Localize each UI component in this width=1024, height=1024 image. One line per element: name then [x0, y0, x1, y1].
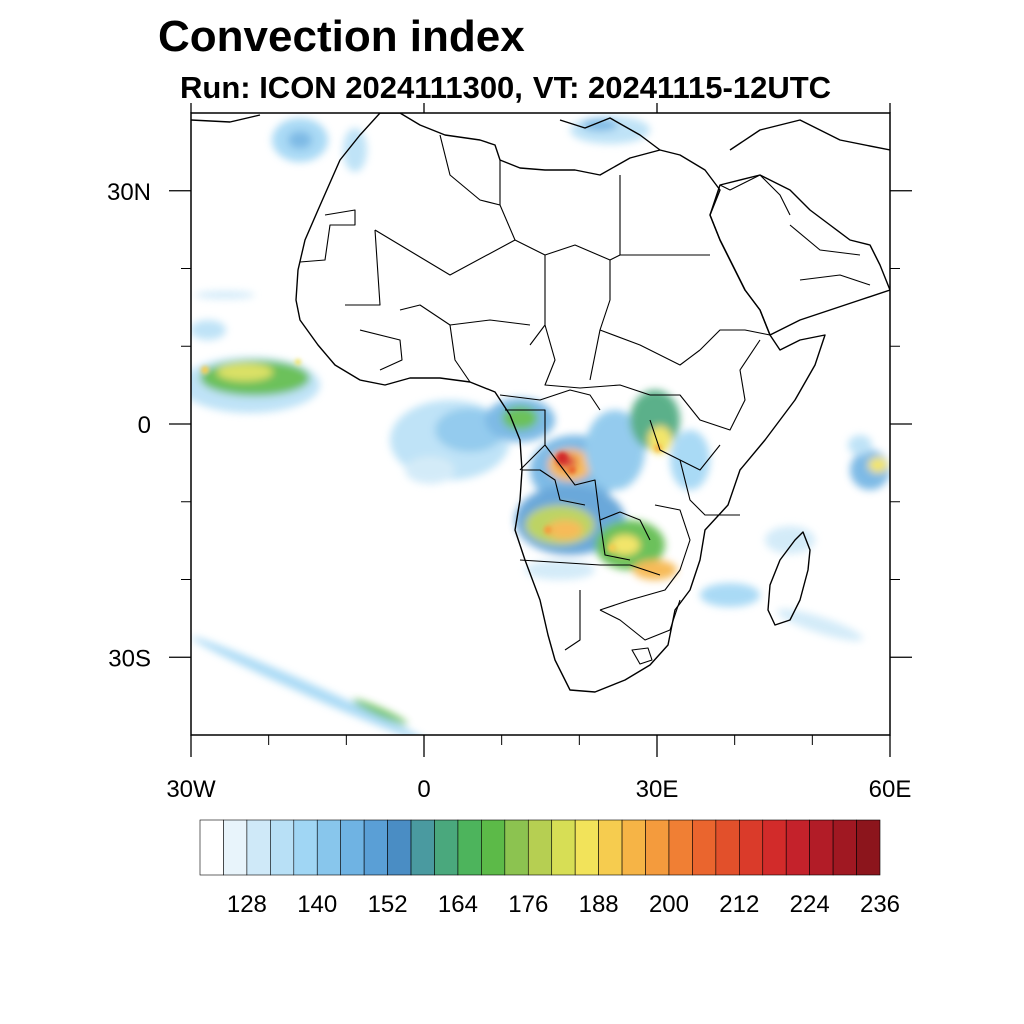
colorbar-swatch — [270, 819, 295, 876]
map-title: Convection index — [158, 12, 525, 61]
colorbar-label: 176 — [508, 891, 548, 918]
colorbar-swatch — [645, 819, 670, 876]
colorbar-swatch — [551, 819, 576, 876]
colorbar-label: 200 — [649, 891, 689, 918]
colorbar-label: 128 — [227, 891, 267, 918]
colorbar-swatch — [387, 819, 412, 876]
colorbar-label: 152 — [368, 891, 408, 918]
colorbar-label: 188 — [579, 891, 619, 918]
colorbar-swatch — [621, 819, 646, 876]
convection-field — [191, 116, 890, 735]
colorbar-swatch — [434, 819, 459, 876]
colorbar-swatch — [785, 819, 810, 876]
map-subtitle: Run: ICON 2024111300, VT: 20241115-12UTC — [180, 70, 831, 106]
colorbar-labels: 128 140 152 164 176 188 200 212 224 236 — [227, 891, 900, 918]
colorbar-swatch — [527, 819, 553, 876]
lon-tick-label: 0 — [417, 776, 430, 803]
colorbar-swatch — [856, 819, 881, 876]
colorbar-swatch — [598, 819, 623, 876]
coastlines — [191, 113, 890, 693]
colorbar-label: 236 — [860, 891, 900, 918]
colorbar-label: 164 — [438, 891, 478, 918]
colorbar-swatch — [832, 819, 857, 876]
lon-tick-label: 30E — [636, 776, 679, 803]
valid-time-label: VT: 20241115-12UTC — [532, 70, 832, 105]
colorbar-label: 212 — [719, 891, 759, 918]
colorbar-swatch — [246, 819, 271, 876]
colorbar-swatch — [809, 819, 834, 876]
colorbar-label: 224 — [790, 891, 830, 918]
colorbar-swatch — [410, 819, 435, 876]
colorbar-swatch — [574, 819, 599, 876]
colorbar-label: 140 — [297, 891, 337, 918]
run-label: Run: ICON 2024111300, — [180, 70, 523, 105]
lat-tick-label: 30N — [107, 179, 151, 206]
colorbar-swatch — [363, 819, 388, 876]
lat-tick-label: 30S — [108, 645, 151, 672]
colorbar-swatch — [715, 819, 740, 876]
colorbar-swatch — [668, 819, 693, 876]
country-borders — [299, 134, 871, 665]
colorbar-swatch — [739, 819, 764, 876]
colorbar-swatch — [199, 819, 224, 876]
axis-ticks — [169, 103, 912, 757]
colorbar-swatch — [762, 819, 787, 876]
colorbar-swatch — [481, 819, 506, 876]
lon-tick-label: 30W — [166, 776, 216, 803]
colorbar-swatch — [692, 819, 717, 876]
colorbar-swatch — [457, 819, 482, 876]
lon-tick-label: 60E — [869, 776, 912, 803]
colorbar-swatch — [316, 819, 341, 876]
lat-tick-label: 0 — [138, 412, 151, 439]
colorbar — [199, 819, 881, 876]
colorbar-swatch — [340, 819, 365, 876]
colorbar-swatch — [504, 819, 529, 876]
colorbar-swatch — [223, 819, 248, 876]
axis-tick-labels: 30W 0 30E 60E 30N 0 30S — [107, 179, 911, 803]
colorbar-swatch — [293, 819, 318, 876]
